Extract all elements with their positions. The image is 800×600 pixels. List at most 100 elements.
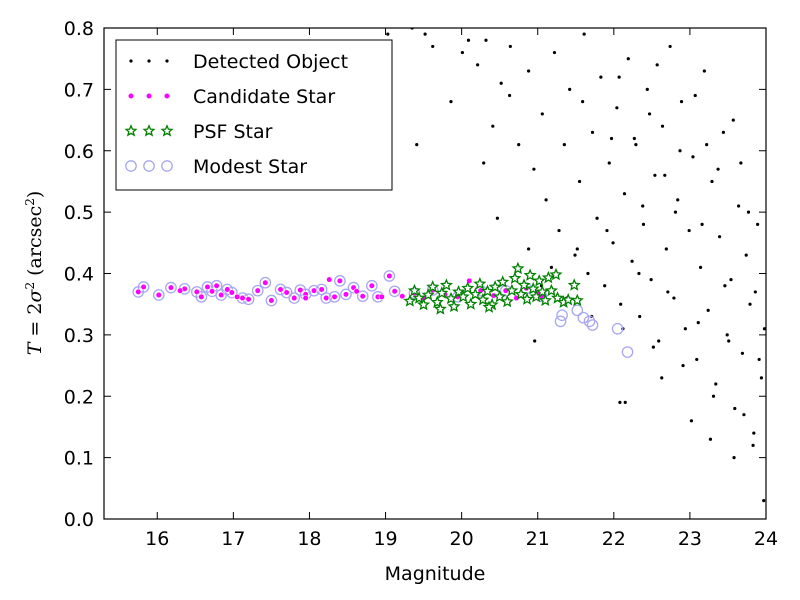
x-tick-label: 16 — [145, 528, 169, 550]
detected-object-point — [603, 284, 607, 288]
detected-object-point — [727, 339, 731, 343]
psf-star-point — [473, 277, 487, 290]
detected-object-point — [756, 222, 760, 226]
psf-star-point — [124, 124, 138, 137]
y-tick-label: 0.4 — [64, 264, 94, 286]
detected-object-point — [731, 118, 735, 122]
detected-object-point — [732, 456, 736, 460]
detected-object-point — [757, 357, 761, 362]
detected-object-point — [651, 345, 655, 349]
y-tick-label: 0.6 — [64, 141, 94, 163]
modest-star-point — [383, 270, 396, 282]
psf-star-point — [480, 284, 495, 297]
candidate-star-point — [145, 92, 153, 100]
detected-object-point — [476, 63, 480, 67]
detected-object-point — [759, 376, 764, 380]
detected-object-point — [586, 271, 590, 276]
candidate-star-point — [386, 272, 393, 280]
x-tick-label: 18 — [297, 528, 321, 550]
psf-star-point — [570, 293, 584, 307]
modest-star-point — [125, 160, 137, 172]
y-label-part: (arcsec — [24, 206, 46, 282]
detected-object-point — [705, 143, 709, 147]
detected-object-point — [664, 247, 668, 251]
psf-star-point — [433, 302, 447, 315]
detected-object-point — [746, 210, 751, 214]
psf-star-point — [426, 280, 440, 293]
detected-object-point — [739, 161, 743, 165]
detected-object-point — [622, 192, 627, 196]
psf-star-point — [416, 297, 431, 311]
detected-object-point — [568, 87, 572, 91]
candidate-star-point — [254, 287, 261, 294]
detected-object-point — [533, 339, 537, 343]
candidate-star-point — [353, 288, 360, 295]
candidate-star-point — [198, 293, 205, 300]
detected-object-point — [681, 363, 685, 368]
candidate-star-point — [359, 293, 366, 300]
detected-object-point — [415, 143, 419, 147]
modest-star-point — [288, 292, 301, 304]
psf-star-point — [407, 283, 422, 297]
detected-object-point — [557, 228, 561, 233]
psf-star-point — [520, 292, 534, 305]
candidate-star-point — [176, 287, 184, 294]
legend-label-candidate: Candidate Star — [193, 86, 335, 108]
psf-star-point — [488, 280, 502, 293]
detected-object-point — [737, 204, 741, 208]
candidate-star-point — [228, 289, 235, 296]
detected-object-point — [679, 100, 684, 104]
psf-star-point — [561, 292, 575, 306]
detected-object-point — [641, 204, 645, 208]
detected-object-point — [575, 247, 579, 251]
detected-object-point — [683, 327, 687, 331]
y-axis-label: T = 2σ2 (arcsec2) — [23, 191, 46, 356]
candidate-star-point — [297, 286, 304, 294]
legend-label-psf: PSF Star — [193, 121, 273, 143]
y-label-part: σ — [24, 289, 46, 303]
detected-object-point — [386, 32, 390, 36]
psf-star-point — [456, 289, 470, 303]
detected-object-point — [673, 210, 678, 214]
psf-star-point — [508, 271, 522, 284]
candidate-star-point — [140, 283, 147, 291]
x-tick-label: 21 — [526, 528, 550, 550]
y-label-superscript: 2 — [23, 282, 37, 290]
detected-object-point — [751, 443, 755, 447]
detected-object-point — [544, 198, 548, 202]
modest-star-point — [137, 281, 150, 293]
candidate-star-point — [283, 289, 290, 296]
psf-star-point — [544, 283, 559, 297]
detected-object-point — [708, 437, 713, 441]
y-label-superscript: 2 — [23, 198, 37, 206]
y-tick-label: 0.8 — [64, 18, 94, 40]
candidate-star-point — [135, 288, 142, 296]
detected-object-point — [605, 228, 609, 233]
x-tick-label: 17 — [221, 528, 245, 550]
psf-star-point — [439, 278, 454, 291]
detected-object-point — [696, 321, 700, 325]
modest-star-point — [251, 284, 264, 297]
psf-star-point — [505, 283, 519, 297]
psf-star-point — [493, 289, 507, 303]
legend-label-modest: Modest Star — [193, 156, 307, 178]
candidate-star-point — [163, 92, 171, 100]
psf-star-point — [160, 124, 174, 137]
candidate-star-point — [326, 276, 333, 283]
modest-star-point — [320, 292, 333, 304]
modest-star-point — [347, 281, 360, 294]
candidate-star-point — [399, 293, 406, 300]
legend-marker-detected — [129, 59, 169, 63]
candidate-star-point — [318, 286, 325, 293]
psf-star-point — [567, 278, 581, 291]
detected-object-point — [484, 38, 488, 42]
y-label-part: T — [24, 341, 46, 355]
psf-star-point — [538, 293, 552, 307]
detected-object-point — [609, 136, 614, 141]
psf-star-point — [412, 291, 426, 304]
candidate-star-point — [155, 291, 162, 299]
detected-object-point — [147, 59, 151, 63]
detected-object-point — [460, 50, 464, 55]
detected-object-point — [573, 253, 577, 257]
